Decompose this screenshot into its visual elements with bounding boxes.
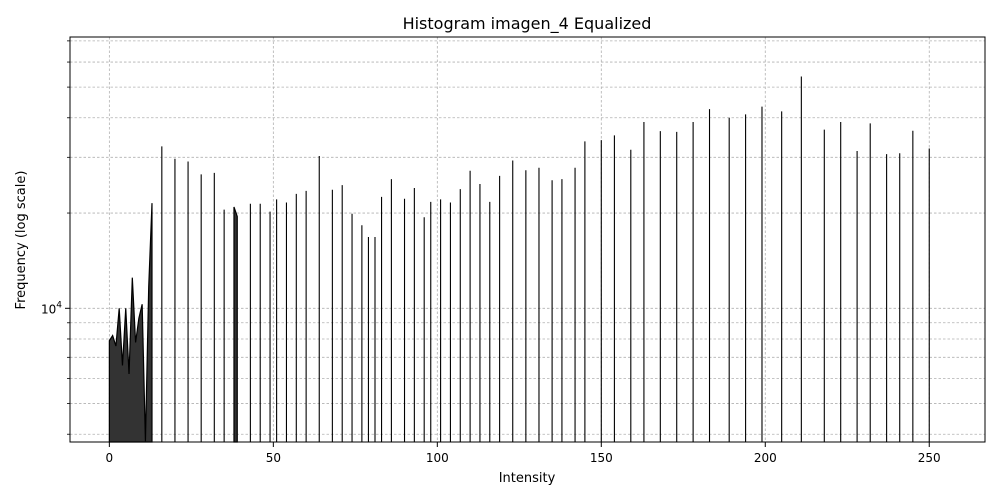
- x-tick-label: 250: [918, 451, 941, 465]
- axis-layer: 0 50 100 150 200 250 104: [41, 40, 941, 465]
- histogram-bars: [108, 76, 930, 443]
- x-tick-label: 200: [754, 451, 777, 465]
- histogram-area: [233, 206, 238, 443]
- histogram-area: [108, 203, 153, 443]
- x-tick-label: 0: [106, 451, 114, 465]
- plot-frame: [69, 36, 986, 443]
- x-tick-label: 150: [590, 451, 613, 465]
- chart-title: Histogram imagen_4 Equalized: [403, 14, 652, 34]
- x-tick-label: 50: [266, 451, 281, 465]
- x-tick-label: 100: [426, 451, 449, 465]
- grid-layer: [70, 37, 985, 442]
- y-axis-label: Frequency (log scale): [14, 171, 29, 310]
- y-tick-label: 104: [41, 300, 62, 316]
- x-axis-label: Intensity: [499, 471, 556, 486]
